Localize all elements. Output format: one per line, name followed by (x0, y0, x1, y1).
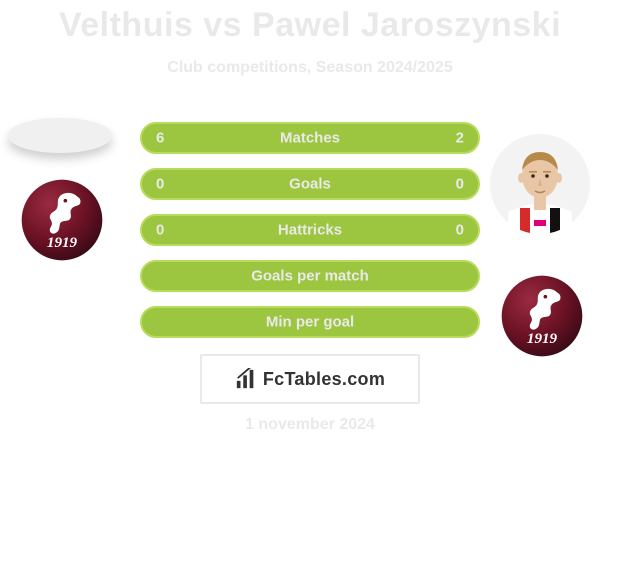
bar-value-left: 0 (156, 222, 164, 239)
bar-label: Goals per match (251, 268, 369, 285)
player-left-avatar (8, 118, 112, 153)
bar-label: Min per goal (266, 314, 354, 331)
bar-row: Matches 6 2 (140, 122, 480, 154)
bar-row: Goals 0 0 (140, 168, 480, 200)
bar-value-left: 6 (156, 130, 164, 147)
watermark: FcTables.com (200, 354, 420, 404)
svg-text:1919: 1919 (47, 235, 78, 251)
comparison-bars: Matches 6 2 Goals 0 0 Hattricks 0 0 Goals per mat… (140, 122, 480, 352)
bar-row: Min per goal (140, 306, 480, 338)
bar-label: Goals (289, 176, 331, 193)
bars-icon (235, 368, 257, 390)
bar-value-right: 2 (456, 130, 464, 147)
bar-row: Hattricks 0 0 (140, 214, 480, 246)
date-text: 1 november 2024 (0, 416, 620, 434)
bar-label: Hattricks (278, 222, 342, 239)
player-right-avatar (490, 134, 590, 234)
bar-value-left: 0 (156, 176, 164, 193)
bar-right-fill (394, 124, 478, 152)
watermark-text: FcTables.com (263, 369, 385, 390)
subtitle: Club competitions, Season 2024/2025 (0, 59, 620, 77)
svg-text:1919: 1919 (527, 331, 558, 347)
club-badge-right: 1919 (500, 274, 584, 358)
bar-left-fill (142, 124, 394, 152)
page-title: Velthuis vs Pawel Jaroszynski (0, 0, 620, 45)
bar-value-right: 0 (456, 222, 464, 239)
bar-row: Goals per match (140, 260, 480, 292)
bar-value-right: 0 (456, 176, 464, 193)
club-badge-left: 1919 (20, 178, 104, 262)
bar-label: Matches (280, 130, 340, 147)
